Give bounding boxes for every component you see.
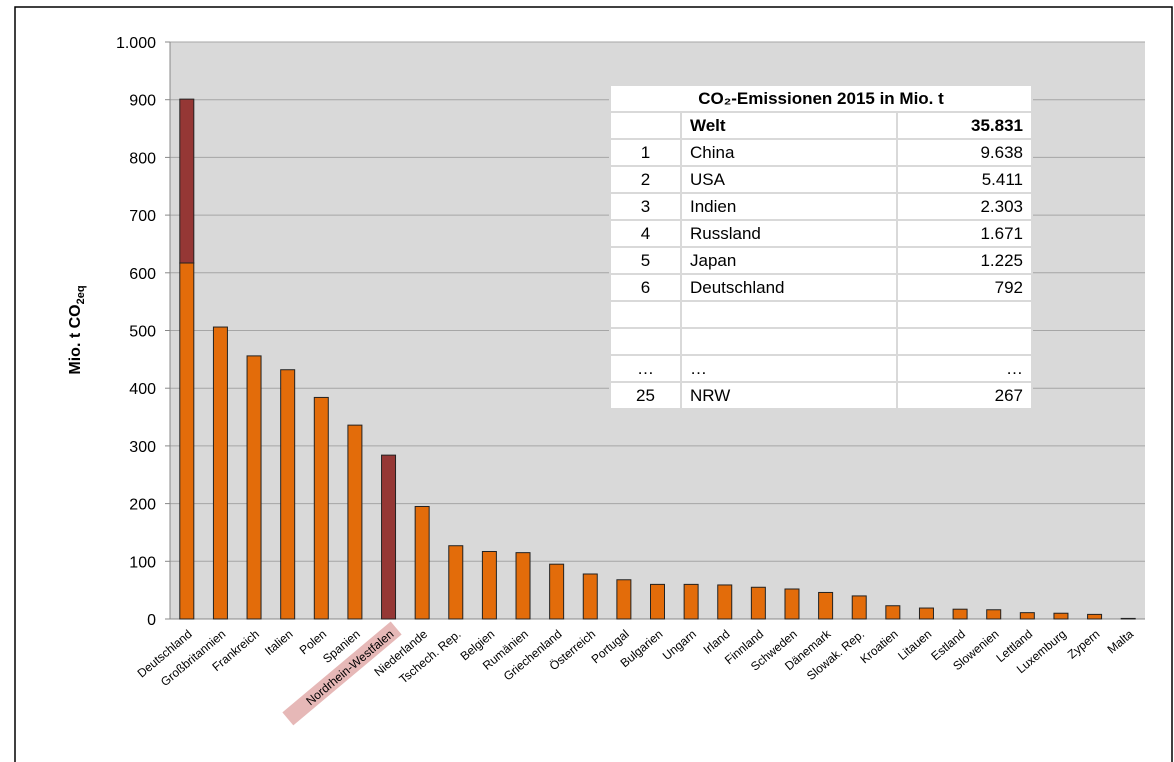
y-axis-label-sub: 2eq xyxy=(75,285,87,304)
x-tick-label: Kroatien xyxy=(857,627,900,666)
y-tick-label: 700 xyxy=(129,208,156,225)
table-row xyxy=(609,327,1033,356)
table-cell: China xyxy=(679,138,899,167)
bar xyxy=(549,563,565,620)
bar xyxy=(918,607,934,620)
table-title: CO₂-Emissionen 2015 in Mio. t xyxy=(609,84,1033,113)
y-tick-label: 400 xyxy=(129,381,156,398)
table-cell: USA xyxy=(679,165,899,194)
bar xyxy=(246,355,262,620)
frame xyxy=(14,6,1173,762)
y-tick-label: 800 xyxy=(129,150,156,167)
table-cell: NRW xyxy=(679,381,899,410)
bar xyxy=(683,583,699,620)
bar xyxy=(1087,613,1103,620)
table-cell: … xyxy=(609,354,682,383)
bar xyxy=(818,591,834,620)
table-cell: 1.225 xyxy=(896,246,1033,275)
y-tick-label: 1.000 xyxy=(116,35,156,52)
table-row: 3 Indien 2.303 xyxy=(609,192,1033,221)
y-tick-label: 200 xyxy=(129,497,156,514)
bar xyxy=(717,584,733,620)
table-row xyxy=(609,300,1033,329)
table-cell: 2.303 xyxy=(896,192,1033,221)
table-cell: Welt xyxy=(679,111,899,140)
x-tick-label: Malta xyxy=(1105,627,1137,657)
y-tick-label: 900 xyxy=(129,93,156,110)
table-cell: 5 xyxy=(609,246,682,275)
bar xyxy=(582,573,598,620)
bar xyxy=(414,505,430,620)
x-tick-label: Italien xyxy=(262,627,296,658)
y-tick-label: 300 xyxy=(129,439,156,456)
bar xyxy=(515,552,531,620)
table-row: 4 Russland 1.671 xyxy=(609,219,1033,248)
x-tick-label: Ungarn xyxy=(660,627,699,663)
bar xyxy=(750,586,766,620)
y-tick-label: 600 xyxy=(129,266,156,283)
table-row: ……… xyxy=(609,354,1033,383)
y-tick-label: 500 xyxy=(129,324,156,341)
table-cell xyxy=(609,300,682,329)
table-cell: 3 xyxy=(609,192,682,221)
y-tick-label: 100 xyxy=(129,554,156,571)
y-axis-label: Mio. t CO2eq xyxy=(67,285,87,374)
bar xyxy=(280,369,296,620)
table-row: 1 China 9.638 xyxy=(609,138,1033,167)
table-cell xyxy=(609,111,682,140)
bar xyxy=(650,583,665,620)
table-cell: 792 xyxy=(896,273,1033,302)
bar xyxy=(313,396,329,620)
table-cell xyxy=(896,300,1033,329)
table-cell: 1.671 xyxy=(896,219,1033,248)
table-cell: 35.831 xyxy=(896,111,1033,140)
table-cell xyxy=(679,327,899,356)
bar xyxy=(784,588,800,620)
table-row: Welt 35.831 xyxy=(609,111,1033,140)
table-cell: 4 xyxy=(609,219,682,248)
table-cell: … xyxy=(896,354,1033,383)
table-row: 6 Deutschland 792 xyxy=(609,273,1033,302)
bar xyxy=(851,595,867,620)
table-cell xyxy=(896,327,1033,356)
table-cell: Indien xyxy=(679,192,899,221)
bar xyxy=(448,545,464,620)
table-cell xyxy=(679,300,899,329)
bar xyxy=(179,98,195,264)
bar xyxy=(1019,612,1035,620)
emissions-table: CO₂-Emissionen 2015 in Mio. t Welt 35.831… xyxy=(609,84,1033,410)
bar xyxy=(1053,612,1069,620)
table-cell: 25 xyxy=(609,381,682,410)
bar xyxy=(381,454,397,620)
table-row: 2 USA 5.411 xyxy=(609,165,1033,194)
table-cell: 1 xyxy=(609,138,682,167)
bar xyxy=(952,608,968,620)
x-tick-label: Litauen xyxy=(895,627,934,663)
table-cell: 6 xyxy=(609,273,682,302)
table-cell: Deutschland xyxy=(679,273,899,302)
label-highlight xyxy=(282,621,402,726)
table-cell: 2 xyxy=(609,165,682,194)
bar xyxy=(616,579,632,620)
table-cell: Japan xyxy=(679,246,899,275)
table-cell: … xyxy=(679,354,899,383)
bar xyxy=(885,605,901,620)
table-cell xyxy=(609,327,682,356)
x-tick-label: Zypern xyxy=(1065,627,1103,662)
bar xyxy=(481,550,497,620)
bar xyxy=(986,609,1002,620)
table-cell: 267 xyxy=(896,381,1033,410)
bar xyxy=(1120,617,1136,620)
bar xyxy=(347,424,363,620)
table-row: 5 Japan 1.225 xyxy=(609,246,1033,275)
table-cell: 5.411 xyxy=(896,165,1033,194)
table-row: 25 NRW 267 xyxy=(609,381,1033,410)
table-cell: Russland xyxy=(679,219,899,248)
table-cell: 9.638 xyxy=(896,138,1033,167)
y-tick-label: 0 xyxy=(147,612,156,629)
bar xyxy=(179,262,195,620)
y-axis-label-main: Mio. t CO xyxy=(67,304,84,374)
bar xyxy=(212,326,228,620)
